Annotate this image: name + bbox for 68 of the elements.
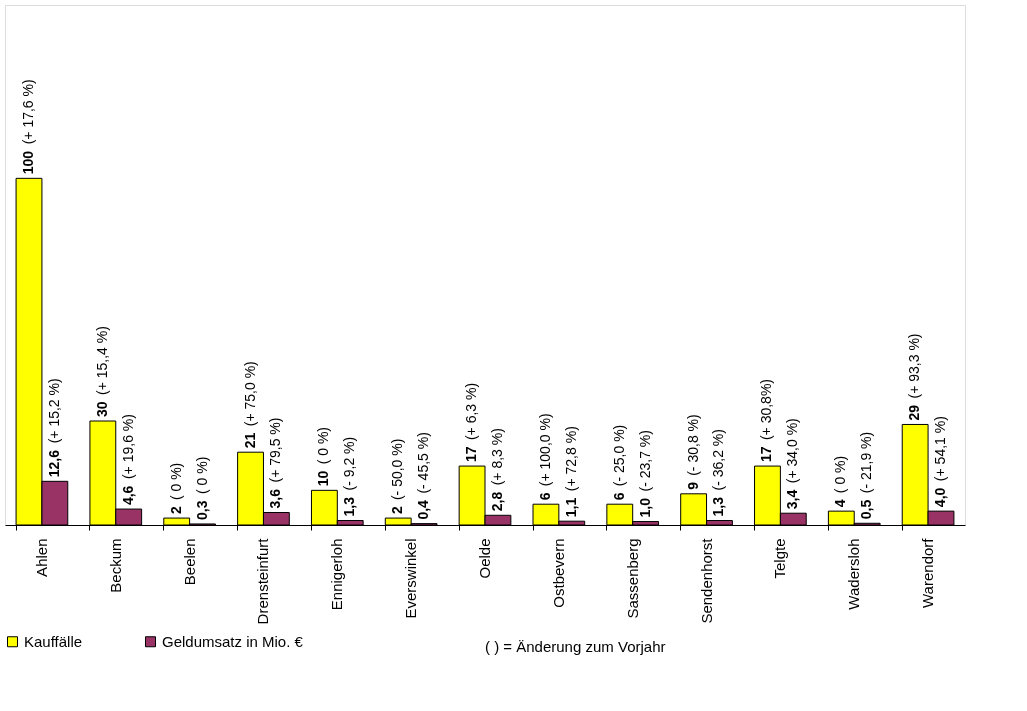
data-label: 1,3	[710, 496, 727, 517]
x-tick-label: Sendenhorst	[697, 537, 715, 624]
x-tick-label: Everswinkel	[402, 538, 420, 619]
data-label: 9	[684, 481, 701, 490]
annotation: (- 36,2 %)	[710, 429, 727, 491]
x-tick-label: Ahlen	[32, 538, 50, 577]
annotation: (+ 8,3 %)	[488, 428, 505, 486]
data-label: 3,4	[784, 489, 801, 510]
annotation: (- 9,2 %)	[341, 436, 358, 491]
annotation: (+ 15,2 %)	[45, 378, 62, 444]
annotation: (+ 17,6 %)	[20, 79, 36, 145]
annotation: (+ 100,0 %)	[536, 413, 553, 487]
legend-label: Kauffälle	[24, 632, 83, 650]
data-label: 0,5	[858, 499, 875, 520]
data-label: 2	[167, 506, 184, 515]
annotation: (+ 6,3 %)	[463, 382, 480, 441]
data-label: 4,6	[119, 485, 136, 506]
annotation: ( 0 %)	[167, 462, 184, 501]
legend-label: Geldumsatz in Mio. €	[162, 632, 304, 650]
data-label: 1,3	[341, 496, 358, 517]
data-label: 0,4	[415, 499, 432, 520]
text: ( ) = Änderung zum Vorjahr	[485, 638, 666, 655]
x-tick-label: Beelen	[180, 538, 198, 586]
annotation: (+ 30,8%)	[758, 378, 775, 441]
data-label: 4	[832, 499, 849, 508]
x-tick-label: Drensteinfurt	[254, 537, 272, 625]
data-label: 12,6	[45, 449, 62, 478]
annotation: (+ 19,6 %)	[119, 414, 136, 480]
x-tick-label: Ennigerloh	[328, 538, 346, 611]
data-label: 2,8	[488, 491, 505, 512]
data-label: 100	[20, 150, 36, 175]
annotation: ( 0 %)	[832, 455, 849, 494]
annotation: (- 23,7 %)	[636, 430, 653, 492]
x-tick-label: Wadersloh	[845, 538, 863, 610]
annotation: (+ 72,8 %)	[562, 426, 579, 492]
annotation: (- 21,9 %)	[858, 431, 875, 494]
x-tick-label: Sassenberg	[623, 538, 641, 619]
data-label: 29	[906, 404, 923, 421]
annotation: ( 0 %)	[315, 426, 332, 465]
annotation: (+ 54,1 %)	[932, 416, 948, 482]
data-label: 17	[463, 446, 480, 463]
annotation: (- 50,0 %)	[389, 438, 406, 501]
annotation: (- 45,5 %)	[415, 432, 432, 494]
annotation: (+ 34,0 %)	[784, 418, 801, 484]
data-label: 30	[93, 401, 110, 417]
data-label: 1,1	[562, 497, 579, 518]
x-tick-label: Telgte	[771, 538, 789, 579]
data-label: 1,0	[636, 497, 653, 518]
data-label: 2	[389, 506, 406, 515]
annotation: (- 25,0 %)	[610, 424, 627, 487]
x-tick-label: Beckum	[106, 538, 124, 593]
x-tick-label: Ostbevern	[549, 538, 567, 608]
annotation: (+ 93,3 %)	[906, 333, 923, 399]
data-label: 3,6	[267, 488, 284, 509]
data-label: 0,3	[193, 500, 210, 520]
annotation: (+ 15,,4 %)	[93, 326, 110, 395]
data-label: 6	[536, 492, 553, 501]
annotation: (+ 79,5 %)	[267, 417, 284, 483]
annotation: ( 0 %)	[193, 456, 210, 494]
data-label: 17	[758, 446, 775, 463]
data-label: 6	[610, 492, 627, 501]
x-tick-label: Oelde	[476, 538, 493, 579]
data-label: 21	[241, 432, 258, 449]
data-label: 10	[315, 470, 332, 487]
data-label: 4,0	[932, 487, 948, 508]
annotation: (+ 75,0 %)	[241, 361, 258, 427]
x-tick-label: Warendorf	[919, 537, 937, 608]
annotation: (- 30,8 %)	[684, 414, 701, 476]
